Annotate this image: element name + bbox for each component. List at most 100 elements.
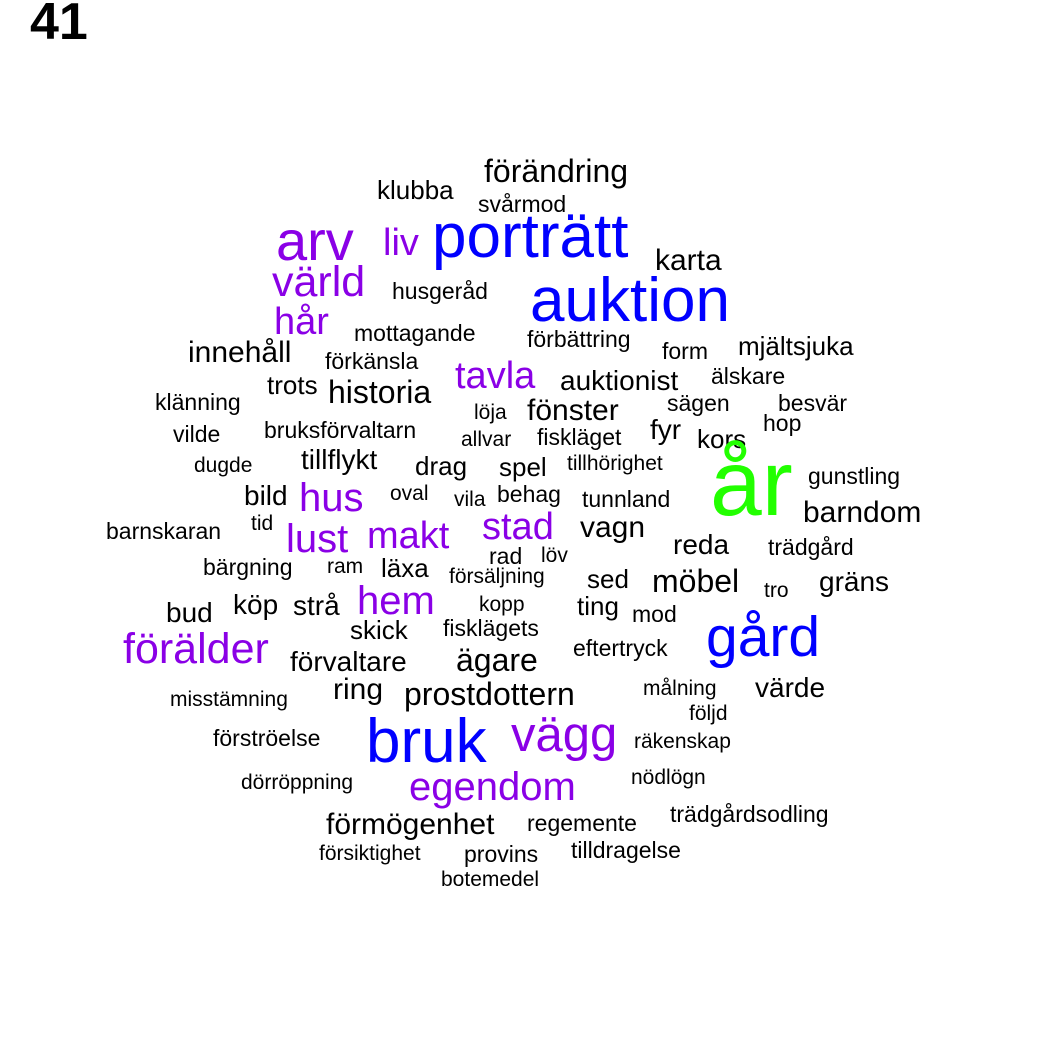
word-hop: hop (763, 410, 802, 436)
word-mod: mod (632, 601, 677, 627)
word-karta: karta (655, 244, 722, 277)
word-liv: liv (383, 222, 419, 264)
word-egendom: egendom (409, 765, 576, 809)
word-rad: rad (489, 543, 523, 569)
word-tro: tro (764, 579, 789, 602)
word-tilldragelse: tilldragelse (571, 837, 681, 863)
word-bud: bud (166, 597, 213, 628)
word-spel: spel (499, 452, 547, 482)
word-provins: provins (464, 841, 539, 867)
word-tradgardsodling: trädgårdsodling (670, 801, 829, 827)
word-sed: sed (587, 564, 629, 594)
word-barndom: barndom (803, 496, 922, 529)
word-lov: löv (541, 544, 568, 567)
word-ring: ring (333, 673, 384, 706)
word-innehall: innehåll (188, 336, 292, 369)
word-bruksforvaltarn: bruksförvaltarn (264, 417, 417, 443)
word-foralder: förälder (123, 625, 269, 673)
word-ram: ram (327, 555, 364, 578)
word-agare: ägare (456, 642, 538, 678)
word-hem: hem (357, 579, 435, 623)
word-vagn: vagn (580, 511, 646, 544)
word-tunnland: tunnland (582, 486, 671, 512)
word-kop: köp (233, 589, 279, 620)
word-alskare: älskare (711, 363, 786, 389)
word-nodlogn: nödlögn (631, 766, 706, 789)
word-tillflykt: tillflykt (301, 444, 378, 475)
word-besvar: besvär (778, 390, 848, 416)
word-arv: arv (276, 209, 354, 272)
word-forbattring: förbättring (527, 326, 631, 352)
word-varde: värde (755, 672, 826, 703)
word-bargning: bärgning (203, 554, 293, 580)
word-gard: gård (706, 605, 821, 669)
page-number: 41 (30, 0, 88, 51)
word-gunstling: gunstling (808, 463, 901, 489)
word-stra: strå (293, 590, 340, 621)
word-rakenskap: räkenskap (634, 730, 731, 753)
word-makt: makt (367, 515, 450, 557)
word-eftertryck: eftertryck (573, 635, 668, 661)
word-varld: värld (272, 258, 366, 306)
word-auktion: auktion (530, 266, 730, 335)
word-vila: vila (454, 488, 486, 511)
word-historia: historia (328, 374, 432, 410)
word-regemente: regemente (527, 810, 637, 836)
word-fisklagets: fisklägets (443, 615, 539, 641)
word-fisklaget: fiskläget (537, 424, 622, 450)
word-trots: trots (267, 370, 318, 400)
word-skick: skick (350, 615, 408, 645)
word-tid: tid (251, 512, 274, 535)
word-auktionist: auktionist (560, 365, 679, 396)
word-botemedel: botemedel (441, 868, 540, 891)
word-mottagande: mottagande (354, 320, 476, 346)
word-malning: målning (643, 677, 717, 700)
word-dorroppning: dörröppning (241, 771, 354, 794)
word-forsiktighet: försiktighet (319, 842, 421, 865)
word-prostdottern: prostdottern (404, 676, 575, 712)
word-grans: gräns (819, 566, 890, 597)
word-svarmod: svårmod (478, 191, 567, 217)
word-formogenhet: förmögenhet (326, 808, 495, 841)
word-forandring: förändring (484, 153, 629, 189)
word-fyr: fyr (650, 414, 682, 445)
word-har: hår (274, 301, 329, 343)
word-fonster: fönster (527, 394, 619, 427)
word-ar: år (710, 431, 793, 535)
word-bruk: bruk (366, 707, 487, 776)
word-hus: hus (299, 476, 364, 520)
word-mjaltsjuka: mjältsjuka (738, 331, 854, 361)
word-forstroelse: förströelse (213, 725, 321, 751)
word-kopp: kopp (479, 593, 525, 616)
word-bild: bild (244, 480, 288, 511)
word-sagen: sägen (667, 390, 730, 416)
word-forvaltare: förvaltare (290, 646, 407, 677)
word-tavla: tavla (455, 355, 536, 397)
word-forkansla: förkänsla (325, 348, 419, 374)
word-drag: drag (415, 451, 468, 481)
word-klanning: klänning (155, 389, 241, 415)
word-portratt: porträtt (432, 202, 629, 271)
word-dugde: dugde (194, 454, 253, 477)
word-vilde: vilde (173, 421, 221, 447)
word-oval: oval (390, 482, 429, 505)
word-behag: behag (497, 481, 561, 507)
word-forsaljning: försäljning (449, 565, 545, 588)
word-tradgard: trädgård (768, 534, 854, 560)
word-laxa: läxa (381, 553, 429, 583)
word-lust: lust (286, 517, 349, 561)
word-vagg: vägg (511, 708, 618, 762)
word-kors: kors (697, 424, 747, 454)
word-allvar: allvar (461, 428, 512, 451)
word-ting: ting (577, 591, 619, 621)
word-husgerad: husgeråd (392, 278, 488, 304)
word-klubba: klubba (377, 175, 454, 205)
word-tillhorighet: tillhörighet (567, 452, 663, 475)
word-stad: stad (482, 506, 554, 548)
word-form: form (662, 338, 708, 364)
word-barnskaran: barnskaran (106, 518, 222, 544)
word-loja: löja (474, 401, 507, 424)
word-reda: reda (673, 529, 730, 560)
word-misstamning: misstämning (170, 688, 288, 711)
